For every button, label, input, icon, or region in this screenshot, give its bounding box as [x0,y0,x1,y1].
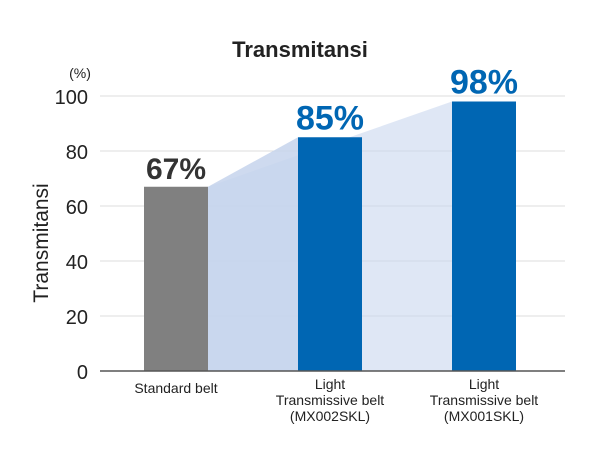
category-label: Transmissive belt [430,392,539,408]
y-tick-label: 100 [55,87,88,109]
y-tick-label: 0 [77,362,88,384]
bar [452,101,516,371]
bar [144,186,208,371]
category-label: Light [469,376,499,392]
data-label: 85% [296,99,364,137]
bar [298,137,362,371]
data-label: 67% [146,153,206,186]
y-tick-label: 20 [66,307,88,329]
comparison-band-narrow [208,137,298,371]
y-tick-label: 60 [66,197,88,219]
category-label: (MX001SKL) [444,408,524,424]
y-tick-label: 40 [66,252,88,274]
chart-title: Transmitansi [232,37,368,62]
bars [144,101,516,371]
category-label: Standard belt [134,380,217,396]
y-tick-label: 80 [66,142,88,164]
y-axis-title: Transmitansi [30,183,53,302]
category-label: (MX002SKL) [290,408,370,424]
category-label: Transmissive belt [276,392,385,408]
category-label: Light [315,376,345,392]
data-label: 98% [450,64,518,102]
y-axis-unit-label: (%) [69,65,91,81]
